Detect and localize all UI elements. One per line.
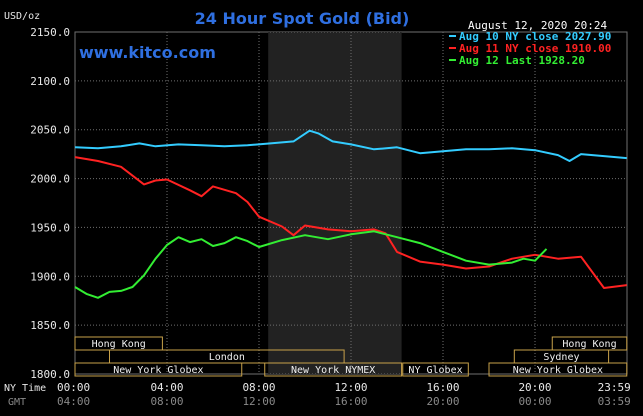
- x-tick-label-gmt: 00:00: [518, 395, 551, 408]
- session-label: New York Globex: [113, 365, 203, 376]
- x-tick-label-gmt: 04:00: [57, 395, 90, 408]
- brand-link[interactable]: www.kitco.com: [79, 43, 216, 62]
- x-tick-label-gmt: 03:59: [598, 395, 631, 408]
- y-tick-label: 2150.0: [30, 26, 70, 39]
- chart-timestamp: August 12, 2020 20:24: [468, 19, 607, 32]
- series-line: [74, 156, 627, 289]
- y-tick-label: 1900.0: [30, 270, 70, 283]
- x-tick-label-ny: 23:59: [598, 381, 631, 394]
- y-tick-label: 2000.0: [30, 173, 70, 186]
- y-tick-label: 1850.0: [30, 319, 70, 332]
- y-tick-label: 1950.0: [30, 221, 70, 234]
- session-label: Hong Kong: [562, 339, 616, 350]
- legend-label: Aug 11 NY close 1910.00: [459, 42, 611, 55]
- x-tick-label-gmt: 16:00: [334, 395, 367, 408]
- nymex-session-highlight: [268, 32, 402, 374]
- series-line: [74, 129, 627, 162]
- y-tick-label: 1800.0: [30, 368, 70, 381]
- market-sessions: Hong Kong London New York Globex New York N…: [74, 336, 628, 377]
- series-line: [74, 230, 548, 299]
- session-box: [488, 362, 628, 377]
- y-axis-ticks: 2150.0 2100.0 2050.0 2000.0 1950.0 1900.0 1850…: [30, 26, 70, 381]
- legend-label: Aug 10 NY close 2027.90: [459, 30, 611, 43]
- x-tick-label-ny: 20:00: [518, 381, 551, 394]
- session-box: [402, 362, 469, 377]
- session-label: New York NYMEX: [291, 365, 375, 376]
- session-label: NY Globex: [408, 365, 462, 376]
- x-axis-label-ny: NY Time: [4, 383, 46, 394]
- y-tick-label: 2100.0: [30, 75, 70, 88]
- x-axis-label-gmt: GMT: [8, 397, 26, 408]
- grid-lines: [74, 31, 627, 375]
- x-axis-ticks: 00:00 04:00 08:00 12:00 16:00 20:00 23:5904:00…: [57, 381, 631, 408]
- price-series: [74, 129, 627, 299]
- session-label: New York Globex: [513, 365, 603, 376]
- y-tick-label: 2050.0: [30, 124, 70, 137]
- x-tick-label-ny: 08:00: [242, 381, 275, 394]
- session-box: [264, 362, 403, 377]
- session-box: [74, 362, 243, 377]
- chart-title: 24 Hour Spot Gold (Bid): [195, 9, 410, 28]
- x-tick-label-ny: 00:00: [57, 381, 90, 394]
- session-label: Hong Kong: [92, 339, 146, 350]
- session-label: Sydney: [543, 352, 579, 363]
- x-tick-label-gmt: 12:00: [242, 395, 275, 408]
- x-tick-label-gmt: 08:00: [150, 395, 183, 408]
- x-tick-label-gmt: 20:00: [426, 395, 459, 408]
- x-tick-label-ny: 16:00: [426, 381, 459, 394]
- legend-label: Aug 12 Last 1928.20: [459, 54, 585, 67]
- x-tick-label-ny: 04:00: [150, 381, 183, 394]
- y-axis-unit: USD/oz: [4, 11, 40, 22]
- x-tick-label-ny: 12:00: [334, 381, 367, 394]
- session-label: London: [209, 352, 245, 363]
